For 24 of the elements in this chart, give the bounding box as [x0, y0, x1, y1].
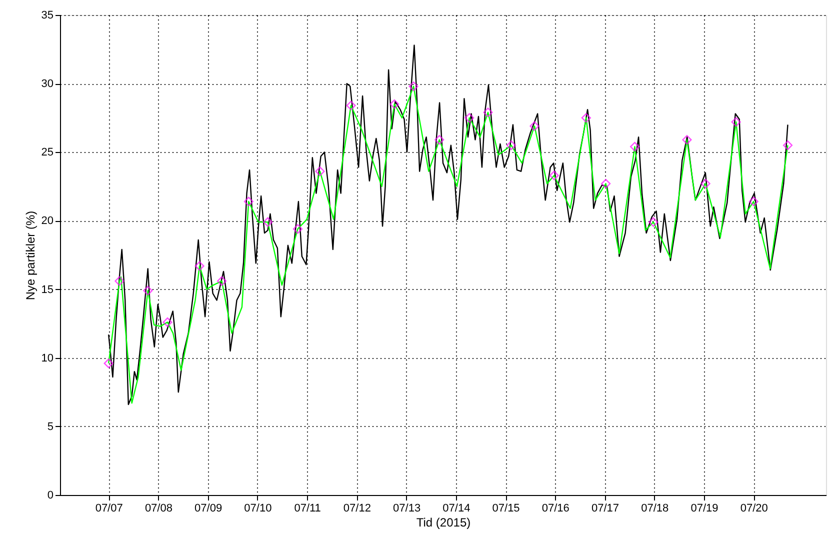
y-tick-label: 20 — [41, 215, 54, 228]
x-tick-label: 07/10 — [244, 502, 272, 514]
y-tick-label: 5 — [47, 420, 54, 433]
y-tick-label: 25 — [41, 146, 54, 159]
y-tick-label: 10 — [41, 352, 54, 364]
x-axis-title: Tid (2015) — [416, 516, 471, 530]
x-tick-label: 07/13 — [393, 502, 421, 514]
y-axis-title: Nye partikler (%) — [23, 210, 38, 300]
x-tick-label: 07/15 — [492, 502, 520, 514]
x-tick-label: 07/14 — [442, 502, 470, 514]
y-tick-label: 30 — [41, 78, 54, 90]
y-tick-label: 35 — [41, 10, 54, 22]
x-tick-label: 07/16 — [542, 502, 570, 514]
y-tick-label: 0 — [47, 490, 54, 502]
x-tick-label: 07/07 — [95, 502, 123, 514]
x-tick-label: 07/17 — [592, 502, 620, 514]
x-tick-label: 07/11 — [294, 502, 321, 514]
x-tick-label: 07/12 — [343, 502, 371, 514]
x-tick-label: 07/08 — [144, 502, 172, 514]
x-tick-label: 07/09 — [194, 502, 222, 514]
x-tick-label: 07/18 — [641, 502, 669, 514]
y-tick-label: 15 — [41, 284, 54, 296]
x-tick-label: 07/19 — [690, 502, 718, 514]
x-tick-label: 07/20 — [740, 502, 768, 514]
